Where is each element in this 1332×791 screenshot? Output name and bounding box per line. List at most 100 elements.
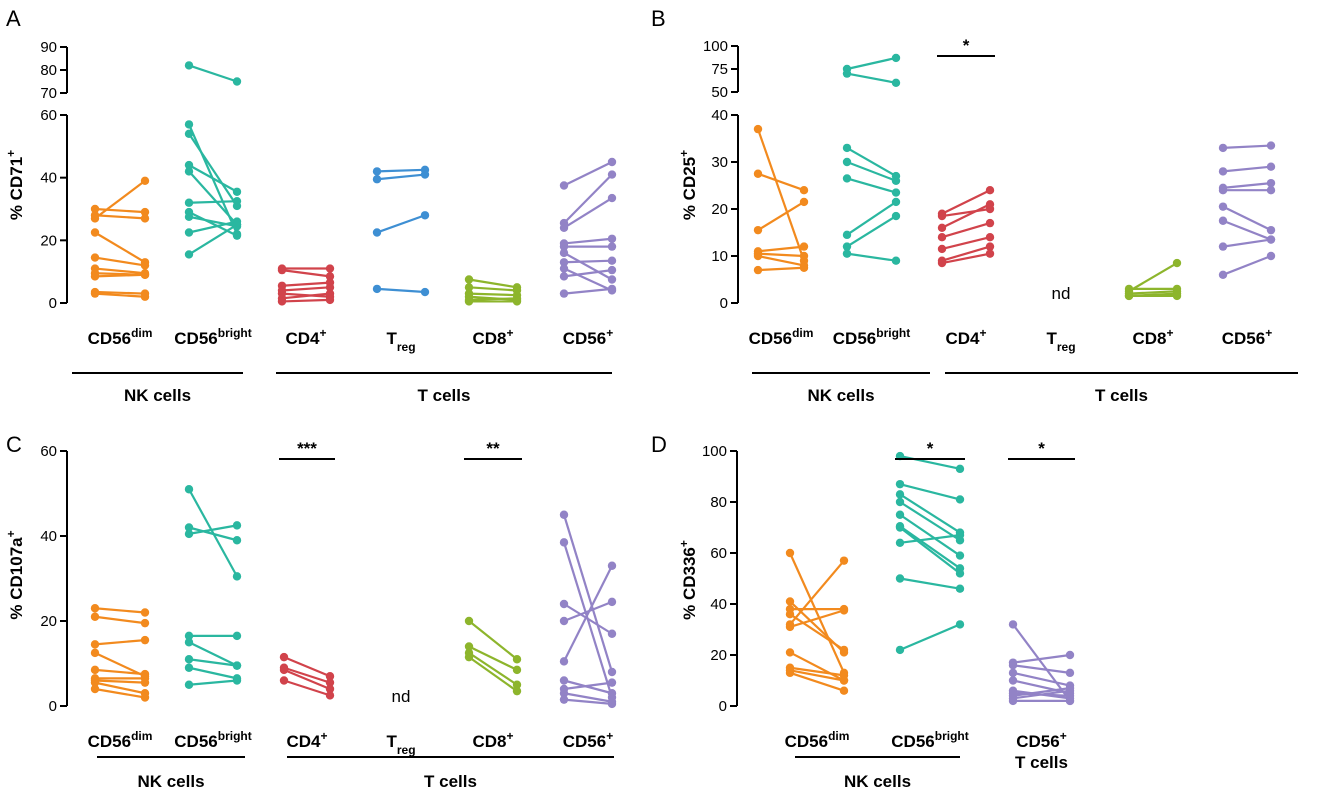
category-label-sub: reg: [397, 340, 416, 354]
data-point-pre: [785, 622, 795, 632]
series-4: [1124, 258, 1182, 301]
pair-line: [281, 292, 331, 300]
category-label-main: CD4: [945, 329, 980, 348]
data-point-pre: [1008, 620, 1018, 629]
data-point-pre: [895, 645, 905, 655]
y-tick-label: 0: [49, 698, 57, 715]
pair-line: [468, 651, 518, 686]
data-point-pre: [184, 160, 194, 170]
group-label: T cells: [1095, 386, 1148, 405]
group-label: NK cells: [137, 772, 204, 791]
data-point-post: [325, 283, 335, 292]
pair-line: [281, 281, 331, 287]
pair-line: [1128, 262, 1178, 293]
pair-line: [563, 681, 613, 691]
data-point-post: [607, 699, 617, 709]
pair-line: [94, 273, 146, 278]
y-tick-label: 20: [711, 201, 728, 218]
pair-line: [899, 526, 961, 575]
pair-line: [563, 269, 613, 278]
data-point-pre: [277, 265, 287, 275]
significance-label: *: [963, 36, 970, 55]
category-label-main: T: [1046, 329, 1057, 348]
pair-line: [468, 297, 518, 301]
data-point-pre: [184, 638, 194, 647]
category-label-sup: +: [606, 326, 613, 340]
category-label-0: CD56dim: [88, 729, 153, 751]
pair-line: [788, 552, 846, 674]
pair-line: [94, 207, 146, 214]
data-point-post: [232, 196, 242, 206]
category-label-main: T: [386, 732, 397, 751]
data-point-pre: [753, 169, 763, 178]
category-label-5: CD56+: [563, 729, 613, 751]
pair-line: [188, 211, 238, 237]
pair-line: [283, 666, 331, 684]
category-label-1: CD56bright: [891, 729, 968, 751]
y-tick-label: 40: [711, 107, 728, 124]
pair-line: [846, 215, 897, 248]
data-point-post: [420, 211, 430, 220]
data-point-pre: [842, 242, 852, 251]
pair-line: [757, 201, 805, 232]
y-tick-label: 70: [40, 85, 57, 102]
pair-line: [757, 245, 805, 253]
series-1: [184, 485, 242, 689]
pair-line: [941, 245, 991, 262]
pair-line: [757, 254, 805, 267]
data-point-post: [232, 572, 242, 581]
pair-line: [188, 658, 238, 667]
pair-line: [563, 197, 613, 229]
data-point-pre: [1008, 696, 1018, 706]
y-tick-label: 75: [711, 61, 728, 78]
category-label-sub: reg: [1057, 340, 1076, 354]
category-label-sup: +: [1167, 326, 1174, 340]
pair-line: [188, 679, 238, 686]
data-point-post: [1065, 686, 1075, 695]
data-point-post: [839, 676, 849, 685]
data-point-pre: [937, 258, 947, 268]
panel-letter: C: [6, 432, 22, 457]
data-point-pre: [753, 251, 763, 261]
pair-line: [1012, 623, 1071, 702]
data-point-post: [839, 606, 849, 615]
pair-line: [188, 641, 238, 667]
data-point-post: [955, 530, 965, 540]
pair-line: [789, 609, 845, 629]
data-point-pre: [559, 264, 569, 273]
category-label-2: CD56+: [1016, 729, 1066, 751]
data-point-post: [607, 256, 617, 265]
data-point-post: [985, 200, 995, 209]
y-axis-label-sup: +: [677, 150, 691, 157]
data-point-post: [325, 672, 335, 681]
y-tick-label: 90: [40, 39, 57, 56]
data-point-pre: [464, 283, 474, 292]
pair-line: [1012, 687, 1071, 697]
pair-line: [188, 666, 238, 680]
category-label-main: CD56: [1016, 732, 1059, 751]
pair-line: [468, 656, 518, 693]
pair-line: [563, 565, 613, 662]
data-point-pre: [372, 175, 382, 184]
data-point-post: [1266, 186, 1276, 195]
significance-label: ***: [297, 439, 317, 458]
data-point-pre: [464, 652, 474, 662]
pair-line: [846, 160, 897, 182]
data-point-pre: [785, 548, 795, 558]
pair-line: [899, 493, 961, 534]
data-point-pre: [559, 657, 569, 666]
data-point-post: [232, 676, 242, 685]
category-label-main: CD8: [472, 732, 506, 751]
data-point-pre: [559, 538, 569, 547]
data-point-pre: [842, 230, 852, 240]
category-label-main: CD56: [833, 329, 876, 348]
data-point-post: [512, 680, 522, 689]
pair-line: [1222, 219, 1272, 241]
category-label-main: CD56: [174, 329, 217, 348]
category-label-main: CD56: [785, 732, 828, 751]
data-point-post: [1266, 141, 1276, 150]
data-point-post: [325, 289, 335, 298]
series-5: [1218, 141, 1276, 279]
nd-label: nd: [392, 687, 411, 706]
data-point-post: [420, 287, 430, 297]
